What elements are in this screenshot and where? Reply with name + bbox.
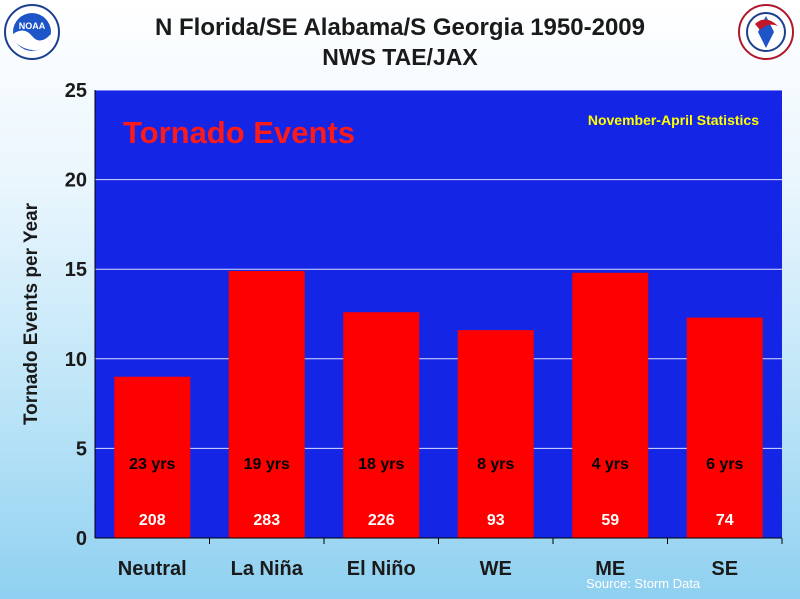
years-label: 8 yrs [477, 456, 514, 473]
source-note: Source: Storm Data [586, 576, 701, 591]
bar [572, 272, 649, 538]
x-tick-label: La Niña [231, 558, 304, 580]
chart-title: N Florida/SE Alabama/S Georgia 1950-2009 [155, 14, 645, 41]
y-tick-label: 10 [65, 349, 87, 371]
x-tick-label: ME [595, 558, 625, 580]
axes: 0 5 10 15 20 25 Neutral La Niña El Niño WE ME SE [65, 80, 783, 580]
total-events-label: 226 [368, 512, 395, 529]
years-label: 19 yrs [244, 456, 290, 473]
years-label: 23 yrs [129, 456, 175, 473]
bar [686, 317, 763, 538]
inner-title: Tornado Events [123, 115, 355, 150]
statistics-note: November-April Statistics [588, 112, 759, 128]
total-events-label: 93 [487, 512, 505, 529]
years-label: 6 yrs [706, 456, 743, 473]
bar [457, 330, 534, 538]
total-events-label: 208 [139, 512, 166, 529]
nws-logo-icon [738, 4, 794, 60]
plot-area [95, 90, 782, 538]
gridlines [95, 89, 782, 449]
years-label: 4 yrs [592, 456, 629, 473]
years-label: 18 yrs [358, 456, 404, 473]
x-tick-label: WE [480, 558, 512, 580]
noaa-logo-icon: NOAA [4, 4, 60, 60]
y-tick-label: 15 [65, 259, 87, 281]
y-tick-label: 5 [76, 438, 87, 460]
bar [114, 376, 191, 538]
total-events-label: 59 [601, 512, 619, 529]
noaa-logo-text: NOAA [19, 21, 46, 31]
total-events-label: 74 [716, 512, 734, 529]
y-tick-label: 25 [65, 80, 87, 102]
x-tick-label: Neutral [118, 558, 187, 580]
bars: 23 yrs 208 19 yrs 283 18 yrs 226 8 yrs 93 4 yrs 5… [114, 270, 763, 538]
y-axis-label: Tornado Events per Year [21, 202, 42, 425]
total-events-label: 283 [253, 512, 280, 529]
chart-subtitle-office: NWS TAE/JAX [322, 44, 478, 70]
x-tick-label: El Niño [347, 558, 416, 580]
bar [343, 312, 420, 538]
x-tick-label: SE [711, 558, 738, 580]
y-tick-label: 0 [76, 528, 87, 550]
bar [228, 270, 305, 538]
y-tick-label: 20 [65, 170, 87, 192]
